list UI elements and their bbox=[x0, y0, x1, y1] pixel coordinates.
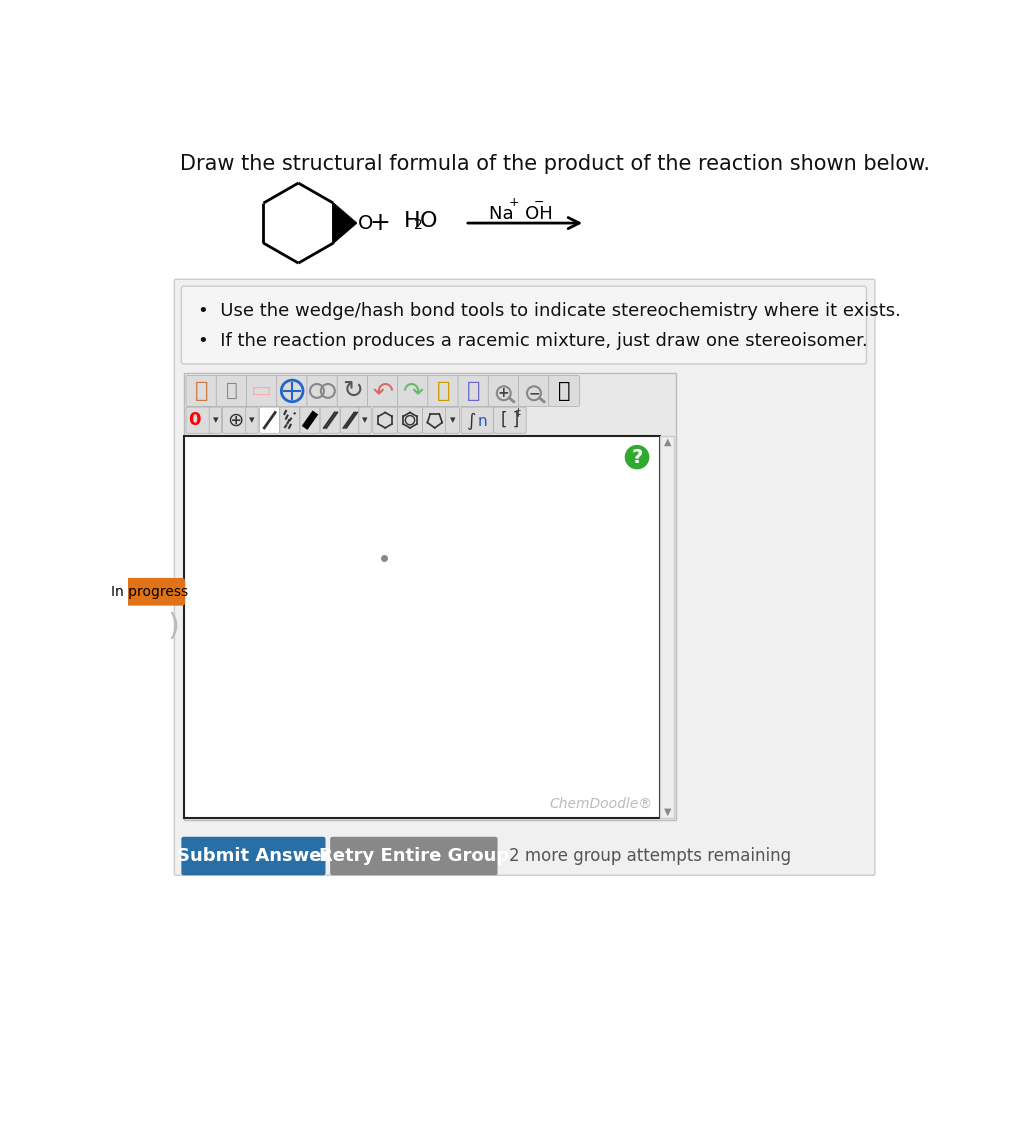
Text: ⊕: ⊕ bbox=[227, 410, 243, 429]
Text: O: O bbox=[358, 214, 373, 232]
Text: Na  OH: Na OH bbox=[489, 205, 553, 223]
Text: ▾: ▾ bbox=[213, 415, 218, 425]
Text: O: O bbox=[420, 211, 438, 231]
Bar bbox=[184, 436, 660, 818]
Text: ▲: ▲ bbox=[664, 437, 671, 447]
FancyBboxPatch shape bbox=[458, 376, 489, 406]
FancyBboxPatch shape bbox=[279, 407, 300, 434]
Text: ChemDoodle®: ChemDoodle® bbox=[549, 797, 653, 810]
Text: 📄: 📄 bbox=[437, 381, 450, 401]
FancyBboxPatch shape bbox=[246, 407, 258, 434]
FancyBboxPatch shape bbox=[548, 376, 580, 406]
Text: Submit Answer: Submit Answer bbox=[177, 847, 330, 865]
FancyBboxPatch shape bbox=[210, 407, 222, 434]
FancyBboxPatch shape bbox=[216, 376, 248, 406]
Text: 🧴: 🧴 bbox=[226, 381, 237, 400]
FancyBboxPatch shape bbox=[398, 407, 422, 434]
FancyBboxPatch shape bbox=[181, 836, 325, 876]
FancyBboxPatch shape bbox=[222, 407, 249, 434]
FancyBboxPatch shape bbox=[186, 376, 217, 406]
Text: ∫: ∫ bbox=[465, 411, 475, 430]
Text: ↷: ↷ bbox=[403, 380, 424, 405]
Text: ?: ? bbox=[631, 447, 642, 466]
FancyBboxPatch shape bbox=[114, 578, 185, 605]
Text: In progress: In progress bbox=[110, 585, 188, 599]
Text: H: H bbox=[404, 211, 420, 231]
FancyBboxPatch shape bbox=[181, 286, 866, 364]
FancyBboxPatch shape bbox=[367, 376, 398, 406]
Text: 🎨: 🎨 bbox=[558, 381, 571, 401]
Text: [ ]: [ ] bbox=[501, 411, 519, 429]
Text: Retry Entire Group: Retry Entire Group bbox=[319, 847, 509, 865]
Text: ↶: ↶ bbox=[372, 380, 394, 405]
Text: 2: 2 bbox=[414, 217, 422, 232]
Text: n: n bbox=[478, 415, 488, 429]
Text: ‡: ‡ bbox=[516, 408, 521, 417]
FancyBboxPatch shape bbox=[174, 279, 875, 876]
FancyBboxPatch shape bbox=[341, 407, 360, 434]
Text: ▼: ▼ bbox=[664, 807, 671, 817]
FancyBboxPatch shape bbox=[461, 407, 494, 434]
FancyBboxPatch shape bbox=[398, 376, 429, 406]
Circle shape bbox=[625, 446, 649, 469]
FancyBboxPatch shape bbox=[338, 376, 368, 406]
Text: ): ) bbox=[168, 612, 180, 641]
FancyBboxPatch shape bbox=[422, 407, 447, 434]
Text: +: + bbox=[498, 387, 509, 400]
Text: 2 more group attempts remaining: 2 more group attempts remaining bbox=[509, 847, 792, 865]
FancyBboxPatch shape bbox=[428, 376, 458, 406]
FancyBboxPatch shape bbox=[320, 407, 341, 434]
FancyBboxPatch shape bbox=[247, 376, 277, 406]
Text: ▾: ▾ bbox=[249, 415, 255, 425]
FancyBboxPatch shape bbox=[276, 376, 308, 406]
Text: •  Use the wedge/hash bond tools to indicate stereochemistry where it exists.: • Use the wedge/hash bond tools to indic… bbox=[197, 303, 900, 321]
Text: −: − bbox=[534, 196, 544, 209]
Text: ▾: ▾ bbox=[450, 415, 455, 425]
Text: 📋: 📋 bbox=[466, 381, 480, 401]
Text: ▭: ▭ bbox=[252, 381, 272, 401]
Text: •  If the reaction produces a racemic mixture, just draw one stereoisomer.: • If the reaction produces a racemic mix… bbox=[197, 332, 868, 350]
FancyBboxPatch shape bbox=[519, 376, 549, 406]
Bar bbox=[660, 436, 674, 818]
FancyBboxPatch shape bbox=[446, 407, 459, 434]
Text: ✋: ✋ bbox=[194, 381, 209, 401]
FancyBboxPatch shape bbox=[307, 376, 338, 406]
Bar bbox=[184, 373, 676, 819]
Text: ▾: ▾ bbox=[362, 415, 368, 425]
FancyBboxPatch shape bbox=[488, 376, 520, 406]
FancyBboxPatch shape bbox=[494, 407, 526, 434]
FancyBboxPatch shape bbox=[359, 407, 371, 434]
Text: +: + bbox=[369, 211, 390, 235]
Polygon shape bbox=[333, 203, 357, 243]
Text: −: − bbox=[528, 387, 540, 400]
FancyBboxPatch shape bbox=[330, 836, 497, 876]
Text: ↻: ↻ bbox=[342, 379, 363, 402]
FancyBboxPatch shape bbox=[372, 407, 398, 434]
FancyBboxPatch shape bbox=[186, 407, 213, 434]
Text: +: + bbox=[508, 196, 519, 209]
Text: Draw the structural formula of the product of the reaction shown below.: Draw the structural formula of the produ… bbox=[180, 154, 930, 174]
Text: 0: 0 bbox=[188, 411, 201, 429]
FancyBboxPatch shape bbox=[300, 407, 320, 434]
FancyBboxPatch shape bbox=[260, 407, 279, 434]
